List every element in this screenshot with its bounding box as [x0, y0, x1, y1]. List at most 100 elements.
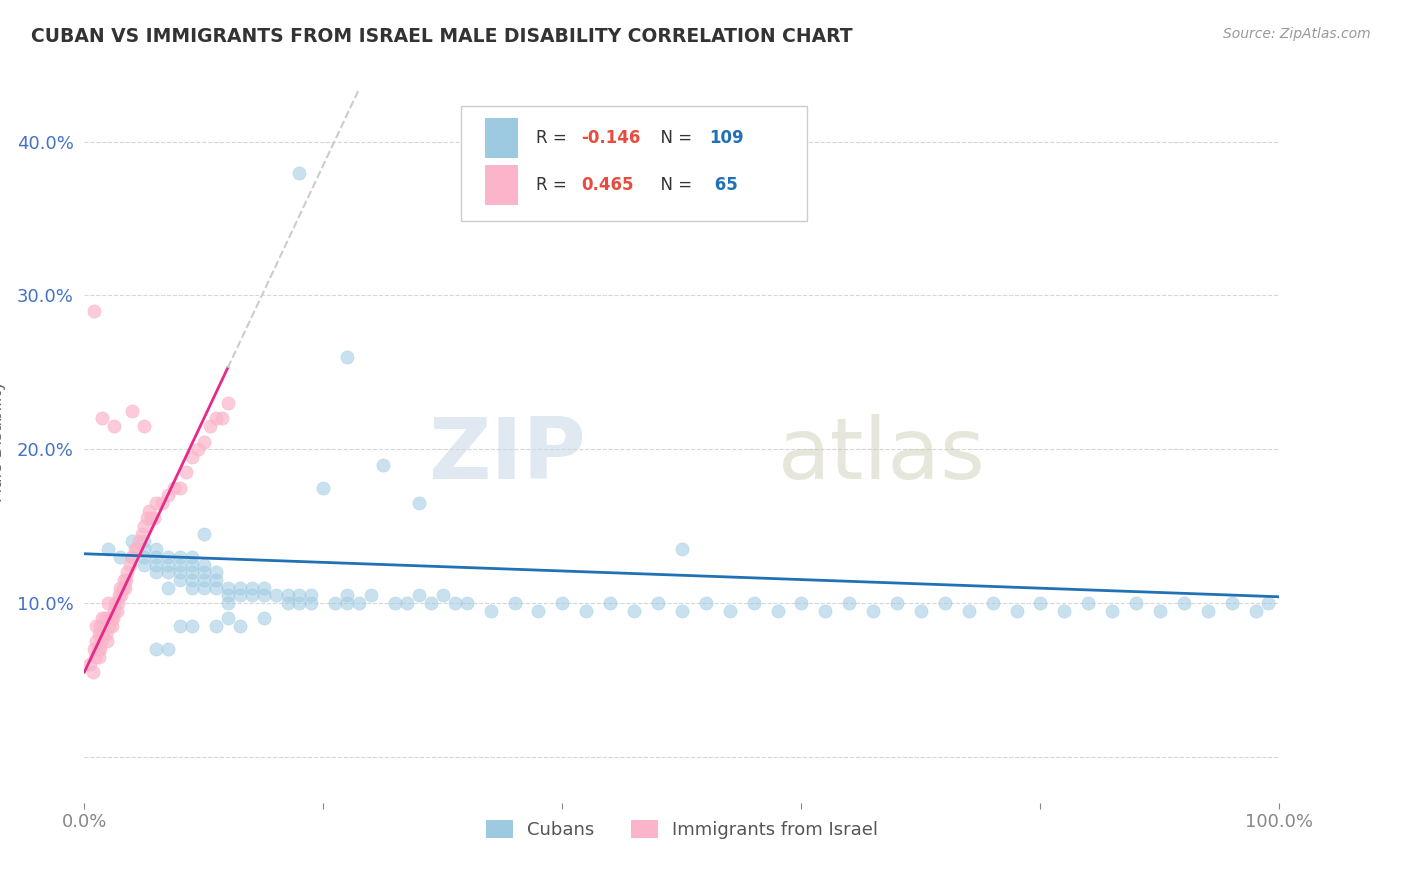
- Point: [240, 581, 263, 595]
- Point: [1029, 596, 1052, 610]
- Point: [718, 604, 741, 618]
- Point: [157, 642, 180, 657]
- Point: [599, 596, 621, 610]
- Point: [1101, 604, 1123, 618]
- Point: [115, 573, 138, 587]
- FancyBboxPatch shape: [461, 105, 807, 221]
- Point: [384, 596, 406, 610]
- Point: [110, 588, 132, 602]
- FancyBboxPatch shape: [485, 165, 519, 205]
- Point: [1197, 604, 1219, 618]
- Point: [121, 534, 143, 549]
- Point: [86, 642, 108, 657]
- Point: [169, 573, 191, 587]
- Point: [86, 619, 108, 633]
- Text: 65: 65: [710, 176, 738, 194]
- Point: [121, 549, 143, 564]
- Point: [349, 596, 371, 610]
- Point: [187, 442, 209, 457]
- Point: [169, 549, 191, 564]
- Point: [288, 588, 311, 602]
- Point: [132, 542, 156, 557]
- Point: [264, 588, 287, 602]
- Point: [93, 619, 115, 633]
- Point: [157, 581, 180, 595]
- Point: [217, 596, 239, 610]
- Point: [141, 511, 163, 525]
- Point: [145, 496, 167, 510]
- Point: [193, 434, 215, 449]
- Point: [193, 558, 215, 572]
- Point: [110, 549, 132, 564]
- Point: [193, 581, 215, 595]
- Point: [163, 481, 186, 495]
- Point: [128, 534, 150, 549]
- Point: [181, 565, 204, 579]
- Point: [174, 465, 197, 479]
- Point: [1244, 604, 1267, 618]
- Point: [100, 611, 122, 625]
- Point: [111, 581, 134, 595]
- Text: R =: R =: [536, 129, 572, 147]
- Point: [253, 611, 276, 625]
- Point: [408, 496, 430, 510]
- Point: [157, 488, 180, 502]
- Point: [1005, 604, 1028, 618]
- Point: [145, 565, 167, 579]
- Point: [253, 588, 276, 602]
- Text: -0.146: -0.146: [582, 129, 641, 147]
- Point: [277, 596, 299, 610]
- Point: [157, 549, 180, 564]
- Point: [229, 588, 252, 602]
- Point: [253, 581, 276, 595]
- Point: [131, 526, 153, 541]
- Point: [301, 588, 323, 602]
- Point: [432, 588, 454, 602]
- Point: [97, 596, 120, 610]
- Point: [83, 304, 105, 318]
- Point: [193, 565, 215, 579]
- Point: [82, 665, 104, 680]
- Text: CUBAN VS IMMIGRANTS FROM ISRAEL MALE DISABILITY CORRELATION CHART: CUBAN VS IMMIGRANTS FROM ISRAEL MALE DIS…: [31, 27, 852, 45]
- Point: [132, 558, 156, 572]
- Point: [181, 573, 204, 587]
- Point: [169, 558, 191, 572]
- Point: [229, 581, 252, 595]
- Point: [97, 542, 120, 557]
- Point: [84, 649, 107, 664]
- Point: [479, 604, 502, 618]
- Point: [217, 588, 239, 602]
- Point: [503, 596, 526, 610]
- Point: [93, 611, 115, 625]
- Point: [110, 581, 132, 595]
- Point: [193, 573, 215, 587]
- Point: [934, 596, 956, 610]
- Point: [101, 611, 124, 625]
- Text: Source: ZipAtlas.com: Source: ZipAtlas.com: [1223, 27, 1371, 41]
- Point: [108, 588, 131, 602]
- Point: [132, 419, 156, 434]
- Point: [89, 642, 111, 657]
- Point: [145, 549, 167, 564]
- Point: [103, 604, 125, 618]
- Point: [211, 411, 233, 425]
- Legend: Cubans, Immigrants from Israel: Cubans, Immigrants from Israel: [477, 811, 887, 848]
- Point: [87, 626, 110, 640]
- Point: [169, 565, 191, 579]
- Point: [1077, 596, 1099, 610]
- Point: [205, 411, 228, 425]
- Text: 109: 109: [710, 129, 744, 147]
- Point: [360, 588, 382, 602]
- Point: [145, 642, 167, 657]
- Point: [98, 619, 121, 633]
- Point: [124, 542, 146, 557]
- Point: [336, 588, 359, 602]
- Point: [790, 596, 813, 610]
- Point: [107, 596, 129, 610]
- Point: [103, 419, 125, 434]
- Point: [217, 611, 239, 625]
- Point: [217, 396, 239, 410]
- Text: N =: N =: [650, 129, 697, 147]
- Point: [1173, 596, 1195, 610]
- Point: [150, 496, 173, 510]
